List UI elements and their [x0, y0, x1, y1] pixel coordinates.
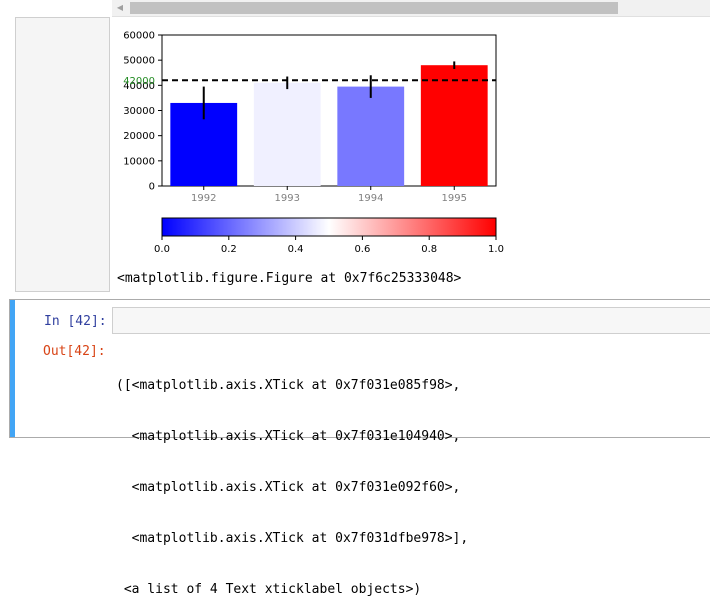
y-tick-label: 0	[149, 182, 155, 193]
figure-repr-text: <matplotlib.figure.Figure at 0x7f6c25333…	[117, 271, 462, 286]
y-tick-label: 10000	[123, 156, 155, 167]
colorbar-tick-label: 0.4	[288, 244, 304, 255]
selected-cell-indicator	[10, 300, 15, 437]
y-tick-label: 60000	[123, 31, 155, 42]
colorbar-tick-label: 1.0	[488, 244, 504, 255]
code-input[interactable]	[112, 307, 710, 334]
y-tick-label: 30000	[123, 106, 155, 117]
colorbar-tick-label: 0.2	[221, 244, 237, 255]
previous-output-cell: ◀ 0 10000 20000 30000 40000 50000 60000 1992 199…	[0, 0, 710, 297]
output-line: <matplotlib.axis.XTick at 0x7f031e104940…	[116, 429, 461, 444]
output-prompt: Out[42]:	[43, 344, 106, 359]
cell-output: ([<matplotlib.axis.XTick at 0x7f031e085f…	[116, 343, 468, 615]
bar	[420, 65, 488, 186]
output-line: ([<matplotlib.axis.XTick at 0x7f031e085f…	[116, 378, 461, 393]
output-line: <matplotlib.axis.XTick at 0x7f031e092f60…	[116, 480, 461, 495]
horizontal-scrollbar[interactable]: ◀	[112, 0, 710, 17]
bar	[253, 82, 321, 186]
output-line: <a list of 4 Text xticklabel objects>)	[116, 582, 422, 597]
bar-chart: 0 10000 20000 30000 40000 50000 60000 1992 1993 1…	[123, 31, 497, 204]
scrollbar-thumb[interactable]	[130, 2, 618, 14]
y-tick-label: 40000	[123, 81, 155, 92]
colorbar-tick-label: 0.8	[421, 244, 437, 255]
colorbar-tick-label: 0.6	[354, 244, 370, 255]
x-tick-label: 1994	[358, 193, 383, 204]
x-tick-label: 1993	[275, 193, 300, 204]
bar	[337, 86, 405, 186]
input-prompt: In [42]:	[44, 314, 107, 329]
reference-line-label: 42000	[123, 76, 155, 87]
colorbar-gradient	[161, 217, 497, 237]
y-tick-label: 50000	[123, 56, 155, 67]
matplotlib-figure: 0 10000 20000 30000 40000 50000 60000 1992 1993 1…	[123, 31, 504, 256]
x-tick-label: 1995	[442, 193, 467, 204]
colorbar-tick-label: 0.0	[154, 244, 170, 255]
colorbar: 0.0 0.2 0.4 0.6 0.8 1.0	[154, 217, 504, 255]
scroll-left-arrow-icon[interactable]: ◀	[116, 3, 124, 12]
y-tick-label: 20000	[123, 131, 155, 142]
output-prompt-area	[15, 17, 110, 292]
output-line: <matplotlib.axis.XTick at 0x7f031dfbe978…	[116, 531, 469, 546]
x-tick-label: 1992	[191, 193, 216, 204]
